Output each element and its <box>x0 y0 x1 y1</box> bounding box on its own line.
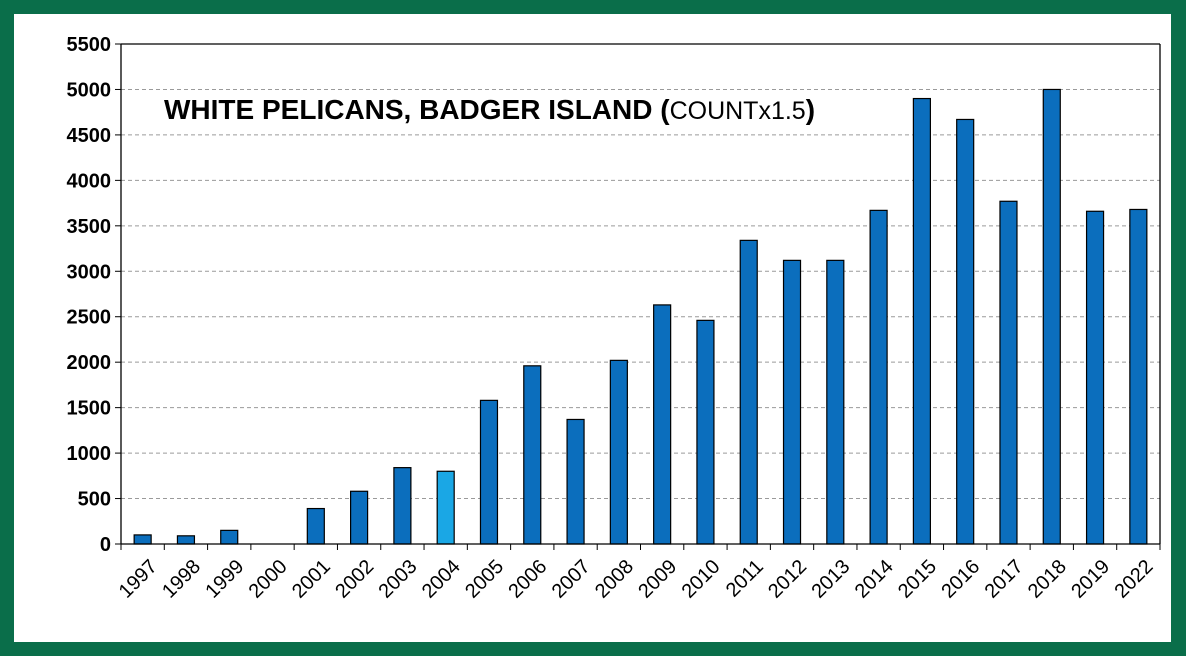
bar-2007 <box>566 418 585 545</box>
chart-title-close-paren: ) <box>805 94 816 125</box>
y-tick-label: 1500 <box>67 398 112 420</box>
x-tick-label: 2019 <box>1067 556 1114 603</box>
bar-2013 <box>826 259 845 545</box>
y-tick-label: 500 <box>78 489 111 511</box>
bar-2009 <box>653 304 672 545</box>
x-tick-label: 2022 <box>1110 556 1157 603</box>
y-tick-label: 4500 <box>67 125 112 147</box>
bar-2011 <box>739 239 758 545</box>
y-tick-label: 1000 <box>67 443 112 465</box>
x-tick-label: 1997 <box>115 556 162 603</box>
y-tick-label: 4000 <box>67 170 112 192</box>
y-tick-label: 3000 <box>67 261 112 283</box>
chart-title-main: WHITE PELICANS, BADGER ISLAND <box>164 94 661 125</box>
x-tick-label: 2010 <box>678 556 725 603</box>
x-tick-label: 1999 <box>201 556 248 603</box>
bar-2015 <box>912 97 931 545</box>
bar-2008 <box>609 359 628 545</box>
bar-2016 <box>956 118 975 545</box>
x-tick-label: 2007 <box>548 556 595 603</box>
x-tick-label: 2015 <box>894 556 941 603</box>
bar-2005 <box>479 399 499 545</box>
x-tick-label: 2004 <box>418 556 465 603</box>
x-tick-label: 2014 <box>851 556 898 603</box>
chart-panel: 0 500 1000 1500 2000 2500 3000 3500 4000 4500 5000… <box>14 14 1171 642</box>
bar-2002 <box>350 490 369 545</box>
bar-2017 <box>999 200 1018 545</box>
chart-title-open-paren: ( <box>660 94 670 125</box>
axes <box>115 43 1161 550</box>
bar-2012 <box>782 259 802 545</box>
x-tick-label: 2002 <box>331 556 378 603</box>
x-tick-label: 2013 <box>807 556 854 603</box>
x-tick-labels: 1997199819992000200120022003200420052006… <box>115 556 1158 603</box>
y-tick-label: 2500 <box>67 307 112 329</box>
y-tick-label: 5500 <box>67 34 112 56</box>
x-tick-label: 2001 <box>288 556 335 603</box>
x-tick-label: 2000 <box>245 556 292 603</box>
bar-1998 <box>176 535 196 545</box>
bar-2019 <box>1085 210 1105 545</box>
x-tick-label: 2005 <box>461 556 508 603</box>
x-tick-label: 2006 <box>504 556 551 603</box>
x-tick-label: 2012 <box>764 556 811 603</box>
y-tick-label: 2000 <box>67 352 112 374</box>
bar-1997 <box>133 534 152 545</box>
x-tick-label: 2018 <box>1024 556 1071 603</box>
bar-2004 <box>436 470 455 545</box>
x-tick-label: 2003 <box>375 556 422 603</box>
bar-2010 <box>696 319 715 545</box>
bar-chart: 0 500 1000 1500 2000 2500 3000 3500 4000 4500 5000… <box>67 34 1161 603</box>
bar-2006 <box>523 365 542 545</box>
x-tick-label: 2017 <box>981 556 1028 603</box>
chart-title: WHITE PELICANS, BADGER ISLAND (COUNTx1.5… <box>164 94 815 126</box>
y-tick-label: 0 <box>100 534 111 556</box>
bar-2003 <box>393 467 412 545</box>
bar-1999 <box>220 529 239 545</box>
x-tick-label: 2008 <box>591 556 638 603</box>
bar-2001 <box>306 507 325 545</box>
y-tick-label: 5000 <box>67 79 112 101</box>
bar-2014 <box>869 209 888 545</box>
x-tick-label: 1998 <box>158 556 205 603</box>
x-tick-label: 2016 <box>937 556 984 603</box>
y-tick-labels: 0 500 1000 1500 2000 2500 3000 3500 4000 4500 5000… <box>67 34 112 556</box>
y-tick-label: 3500 <box>67 216 112 238</box>
bar-2018 <box>1042 88 1061 545</box>
x-tick-label: 2009 <box>634 556 681 603</box>
bar-2022 <box>1129 208 1148 545</box>
x-tick-label: 2011 <box>722 556 768 602</box>
chart-title-subtitle: COUNTx1.5 <box>669 97 806 125</box>
bars <box>133 88 1148 545</box>
